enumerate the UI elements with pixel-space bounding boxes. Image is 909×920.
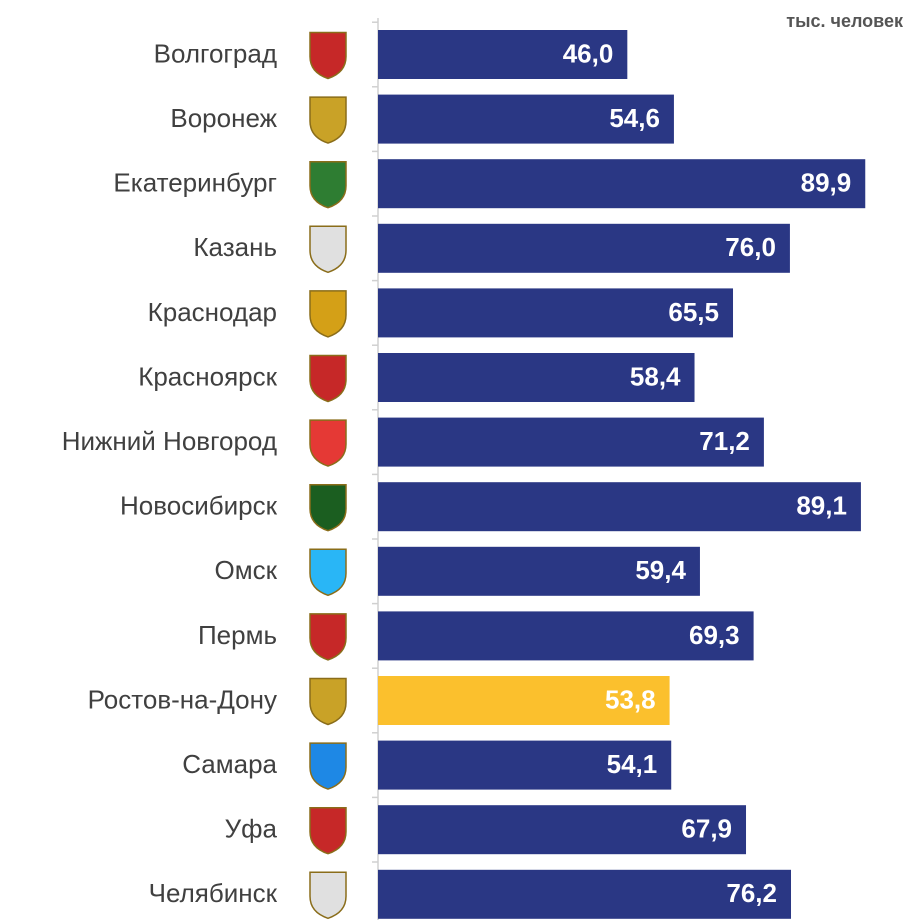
value-label: 54,1 xyxy=(607,749,658,779)
value-label: 89,9 xyxy=(801,168,852,198)
category-label: Волгоград xyxy=(154,38,277,68)
bar xyxy=(378,223,790,273)
city-emblem xyxy=(309,354,347,403)
value-label: 89,1 xyxy=(796,491,847,521)
bar xyxy=(378,611,754,661)
category-label: Омск xyxy=(215,555,278,585)
city-emblem xyxy=(309,613,347,661)
city-emblem xyxy=(309,96,347,144)
value-label: 54,6 xyxy=(609,103,660,133)
category-label: Казань xyxy=(193,232,277,262)
bar xyxy=(378,30,628,79)
category-label: Самара xyxy=(182,749,277,779)
category-label: Краснодар xyxy=(148,297,277,327)
city-emblem xyxy=(309,419,347,467)
category-label: Нижний Новгород xyxy=(62,426,277,456)
city-emblem xyxy=(309,806,347,855)
bar xyxy=(378,288,734,338)
city-emblem xyxy=(309,483,347,532)
category-label: Екатеринбург xyxy=(113,168,277,198)
value-label: 46,0 xyxy=(563,38,614,68)
bar xyxy=(378,417,764,467)
bar xyxy=(378,353,695,402)
unit-label: тыс. человек xyxy=(786,11,904,31)
city-emblem xyxy=(309,871,347,920)
city-emblem xyxy=(309,677,347,726)
city-emblem xyxy=(309,290,347,338)
bar xyxy=(378,482,861,532)
city-emblem xyxy=(309,742,347,790)
bar xyxy=(378,805,747,855)
category-label: Новосибирск xyxy=(120,491,278,521)
value-label: 59,4 xyxy=(635,555,686,585)
bar xyxy=(378,869,792,919)
value-label: 71,2 xyxy=(699,426,750,456)
city-emblem xyxy=(309,160,347,209)
value-label: 58,4 xyxy=(630,361,681,391)
category-label: Челябинск xyxy=(149,878,278,908)
bar xyxy=(378,676,670,725)
bar xyxy=(378,94,674,144)
category-label: Уфа xyxy=(225,814,278,844)
value-label: 53,8 xyxy=(605,684,656,714)
value-label: 76,0 xyxy=(725,232,776,262)
city-emblem xyxy=(309,548,347,597)
value-label: 76,2 xyxy=(726,878,777,908)
value-label: 67,9 xyxy=(681,814,732,844)
value-label: 65,5 xyxy=(668,297,719,327)
category-label: Пермь xyxy=(198,620,277,650)
category-label: Воронеж xyxy=(170,103,277,133)
category-label: Красноярск xyxy=(138,361,277,391)
value-label: 69,3 xyxy=(689,620,740,650)
bar xyxy=(378,159,866,209)
bar xyxy=(378,546,700,596)
city-emblem xyxy=(309,225,347,274)
city-emblem xyxy=(309,31,347,80)
bar xyxy=(378,740,672,790)
category-label: Ростов-на-Дону xyxy=(88,684,277,714)
